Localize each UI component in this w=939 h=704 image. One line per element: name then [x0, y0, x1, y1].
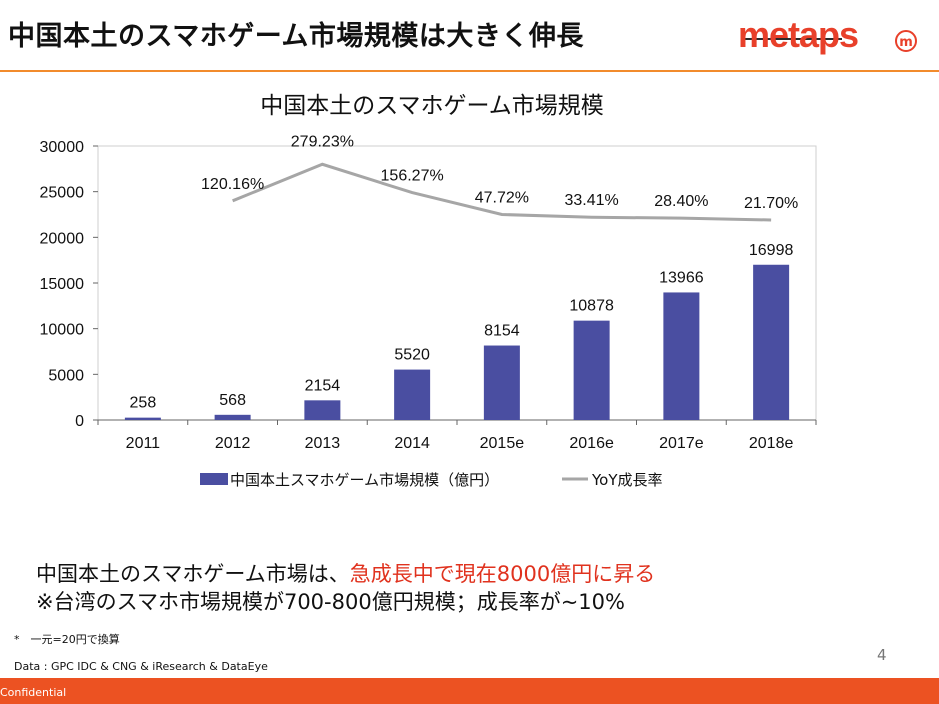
bar — [214, 414, 251, 420]
x-tick-label: 2017e — [659, 435, 704, 452]
x-tick-label: 2015e — [480, 435, 525, 452]
legend-bar-swatch — [200, 473, 228, 485]
bar-value-label: 568 — [219, 392, 246, 409]
bar-value-label: 8154 — [484, 323, 520, 340]
x-tick-label: 2012 — [215, 435, 251, 452]
y-tick-label: 10000 — [40, 322, 85, 339]
legend-bar-label: 中国本土スマホゲーム市場規模（億円） — [230, 471, 499, 489]
bar-value-label: 10878 — [569, 298, 614, 315]
bar-value-label: 13966 — [659, 269, 704, 286]
y-tick-label: 5000 — [48, 367, 84, 384]
yoy-line — [232, 162, 772, 222]
summary-line-2: ※台湾のスマホ市場規模が700-800億円規模；成長率が~10% — [36, 590, 625, 614]
bar — [663, 292, 700, 420]
x-tick-label: 2016e — [569, 435, 614, 452]
bar — [753, 264, 790, 420]
x-tick-label: 2014 — [394, 435, 430, 452]
legend-line-label: YoY成長率 — [591, 471, 663, 489]
metaps-logo: metaps m — [738, 14, 918, 58]
currency-footnote: * 一元=20円で換算 — [14, 633, 120, 646]
slide-title: 中国本土のスマホゲーム市場規模は大きく伸長 — [8, 21, 584, 52]
y-tick-label: 30000 — [40, 139, 85, 156]
bar — [573, 320, 610, 420]
title-divider — [0, 70, 939, 72]
logo-underline — [742, 38, 842, 40]
yoy-value-label: 47.72% — [475, 190, 529, 207]
summary-highlight: 急成長中で現在8000億円に昇る — [349, 562, 656, 586]
yoy-value-label: 156.27% — [381, 168, 444, 185]
data-source: Data : GPC IDC & CNG & iResearch & DataE… — [14, 660, 268, 673]
logo-text: metaps — [738, 14, 859, 55]
bar — [394, 369, 431, 420]
chart-title: 中国本土のスマホゲーム市場規模 — [260, 93, 604, 119]
yoy-value-label: 279.23% — [291, 133, 354, 150]
summary-line-1: 中国本土のスマホゲーム市場は、急成長中で現在8000億円に昇る — [36, 558, 655, 588]
y-tick-label: 15000 — [40, 276, 85, 293]
x-tick-label: 2011 — [126, 435, 161, 452]
bar-value-label: 258 — [130, 395, 157, 412]
market-size-chart: 中国本土のスマホゲーム市場規模 0 5000 10000 15000 20000 2500… — [40, 93, 817, 489]
footer-bar — [0, 678, 939, 704]
x-tick-label: 2013 — [305, 435, 341, 452]
chart-plot-area: 0 5000 10000 15000 20000 25000 30000 2011 2012 20… — [40, 133, 817, 489]
bar-value-label: 16998 — [749, 242, 794, 259]
bar — [304, 400, 341, 420]
x-tick-label: 2018e — [749, 435, 794, 452]
y-tick-label: 0 — [75, 413, 84, 430]
confidential-label: Confidential — [0, 686, 67, 699]
y-tick-label: 25000 — [40, 185, 85, 202]
bar-value-label: 2154 — [305, 377, 341, 394]
yoy-value-label: 21.70% — [744, 195, 798, 212]
logo-badge-icon: m — [895, 30, 917, 52]
bar-value-label: 5520 — [394, 347, 430, 364]
yoy-value-label: 120.16% — [201, 176, 264, 193]
page-number: 4 — [877, 646, 887, 664]
yoy-value-label: 28.40% — [654, 193, 708, 210]
y-tick-label: 20000 — [40, 230, 85, 247]
summary-line-1-text: 中国本土のスマホゲーム市場は、 — [36, 562, 350, 586]
bar — [483, 345, 520, 420]
bar — [124, 417, 161, 420]
yoy-value-label: 33.41% — [564, 192, 618, 209]
